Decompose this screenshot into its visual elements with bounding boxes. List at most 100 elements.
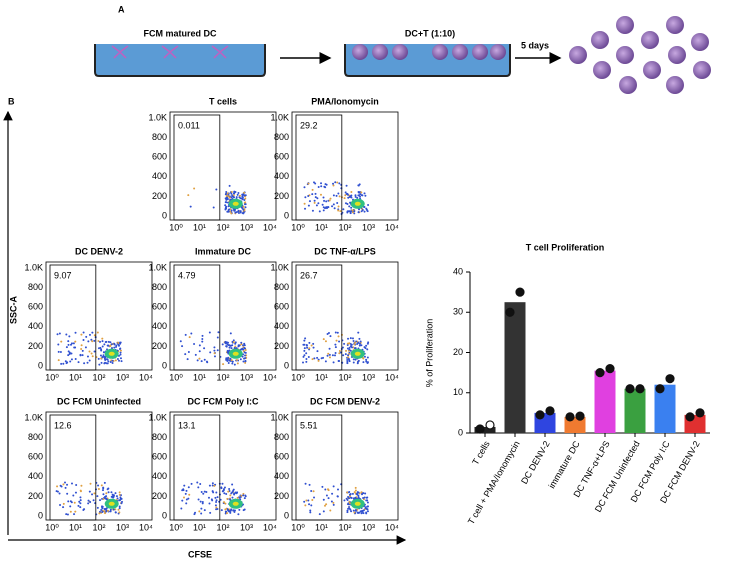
event-dot [303,186,306,189]
event-dot [326,205,329,208]
event-dot [74,510,77,513]
event-dot [356,342,359,345]
event-dot [358,342,361,345]
y-tick-label: 200 [274,491,289,501]
density-peak [354,501,361,506]
event-dot [361,208,364,211]
event-dot [332,503,335,506]
event-dot [314,182,317,185]
event-dot [322,498,325,501]
event-dot [104,512,107,515]
event-dot [347,502,350,505]
event-dot [109,510,112,513]
event-dot [185,502,188,505]
x-tick-label: 10² [338,372,351,382]
x-tick-label: 10³ [362,222,375,232]
event-dot [67,354,70,357]
x-tick-label: 10⁰ [45,522,59,532]
event-dot [324,207,327,210]
event-dot [118,493,121,496]
event-dot [243,497,246,500]
event-dot [80,344,83,347]
event-dot [238,194,241,197]
event-dot [244,354,247,357]
event-dot [109,345,112,348]
event-dot [221,482,224,485]
plot-title: Immature DC [195,246,252,256]
event-dot [232,489,235,492]
event-dot [82,339,85,342]
plot-frame [45,261,153,371]
event-dot [203,490,206,493]
event-dot [244,201,247,204]
gate [295,114,343,221]
event-dot [313,201,316,204]
y-tick-label: 1.0K [24,412,43,422]
event-dot [366,508,369,511]
chart-title: T cell Proliferation [526,242,605,252]
event-dot [349,210,352,213]
event-dot [237,513,240,516]
event-dot [357,511,360,514]
event-dot [93,492,96,495]
event-dot [222,488,225,491]
event-dot [99,499,102,502]
event-dot [110,491,113,494]
y-tick-label: 1.0K [148,412,167,422]
event-dot [78,500,81,503]
event-dot [352,211,355,214]
event-dot [350,206,353,209]
event-dot [70,358,73,361]
event-dot [225,206,228,209]
event-dot [79,496,82,499]
arrow-label: 5 days [521,40,549,50]
event-dot [347,507,350,510]
plot-title: T cells [209,96,237,106]
plot-title: DC DENV-2 [75,246,123,256]
event-dot [349,212,352,215]
x-tick-label: 10³ [240,522,253,532]
event-dot [236,496,239,499]
x-tick-label: 10⁰ [45,372,59,382]
replicate-point [685,412,695,422]
event-dot [313,199,316,202]
replicate-point [595,368,605,378]
y-tick-label: 400 [28,471,43,481]
gate-value: 13.1 [178,420,196,430]
event-dot [226,497,229,500]
event-dot [366,510,369,513]
x-tick-label: 10⁴ [263,522,277,532]
event-dot [190,482,193,485]
gate [295,414,343,521]
y-tick-label: 600 [274,152,289,162]
event-dot [359,195,362,198]
event-dot [100,361,103,364]
event-dot [337,205,340,208]
event-dot [233,209,236,212]
event-dot [242,494,245,497]
event-dot [365,344,368,347]
x-tick-label: 10² [92,522,105,532]
event-dot [365,499,368,502]
bar [594,370,616,433]
event-dot [341,346,344,349]
event-dot [357,211,360,214]
event-dot [67,340,70,343]
event-dot [363,210,366,213]
event-dot [58,492,61,495]
event-dot [342,354,345,357]
event-dot [186,358,189,361]
event-dot [119,357,122,360]
event-dot [336,201,339,204]
y-tick-label: 600 [152,302,167,312]
event-dot [348,342,351,345]
event-dot [240,348,243,351]
event-dot [97,347,100,350]
event-dot [347,354,350,357]
event-dot [69,500,72,503]
y-tick-label: 0 [284,360,289,370]
event-dot [101,345,104,348]
event-dot [120,360,123,363]
event-dot [354,195,357,198]
event-dot [97,484,100,487]
